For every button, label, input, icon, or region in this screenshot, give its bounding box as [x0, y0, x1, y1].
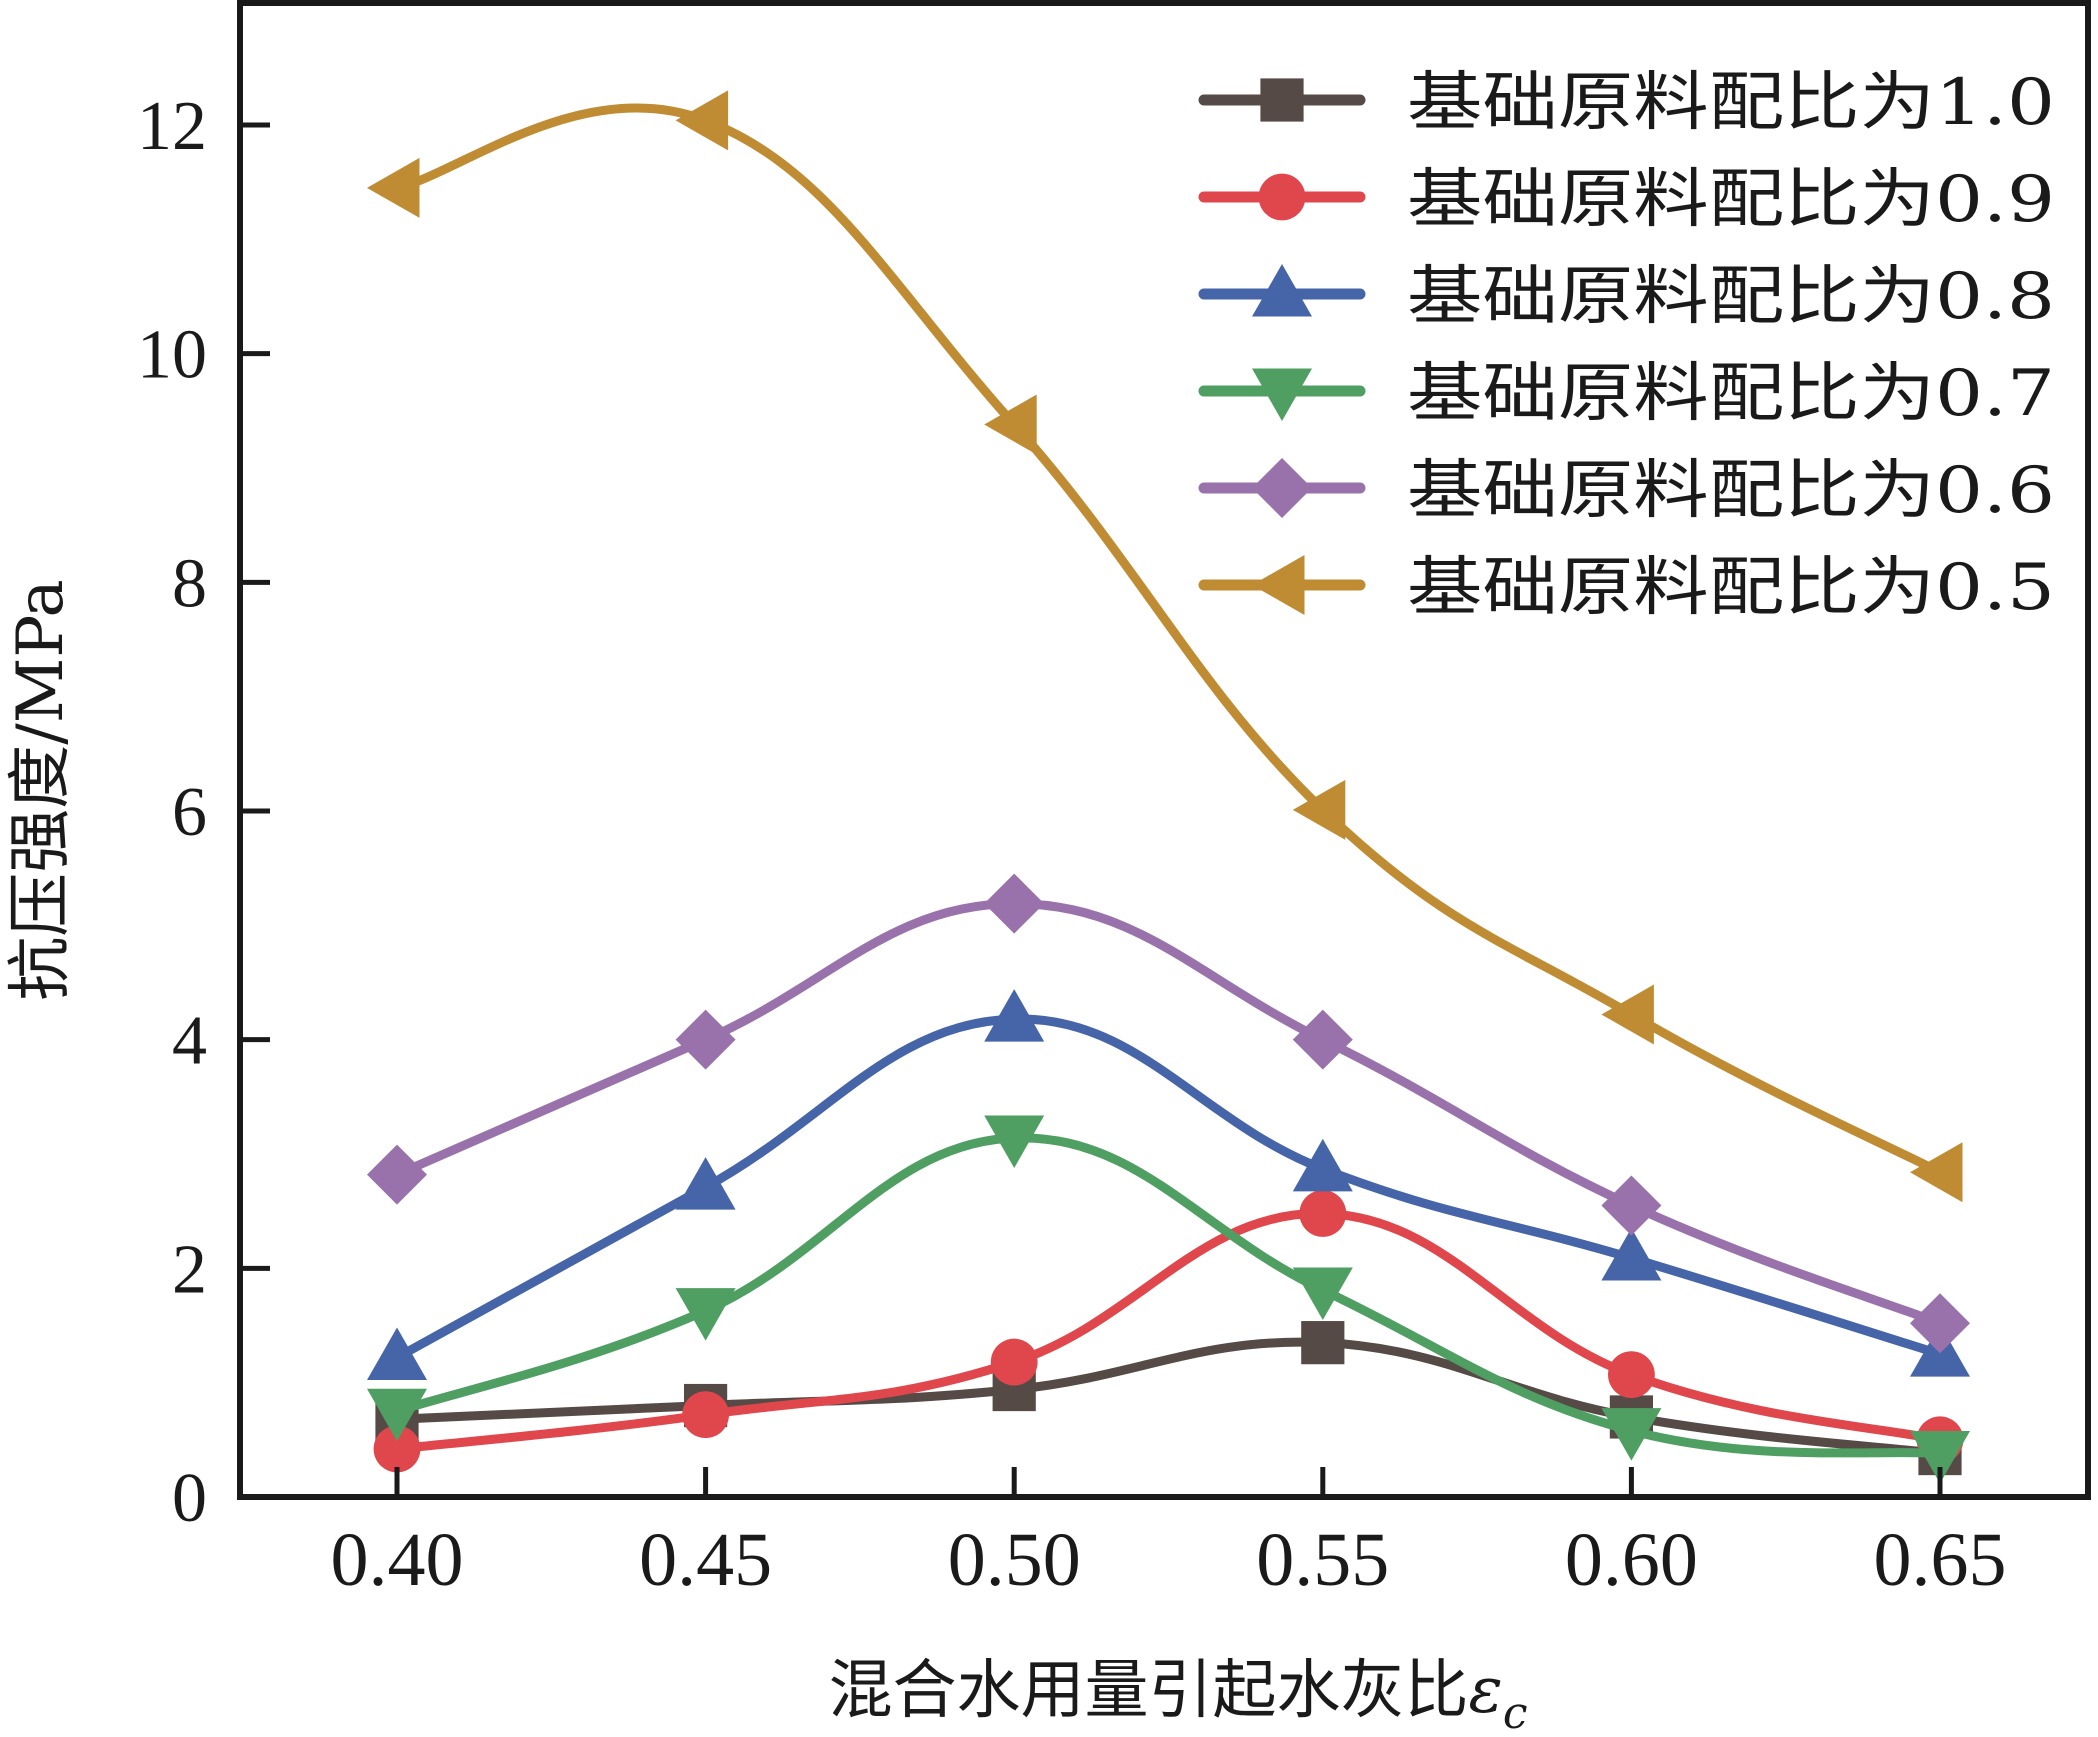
legend-marker [1252, 555, 1305, 615]
series-line [392, 103, 1945, 1177]
y-axis-title: 抗压强度/MPa [4, 579, 78, 1000]
data-point [990, 1338, 1038, 1386]
x-axis-title-text: 混合水用量引起水灰比 [829, 1654, 1469, 1728]
legend-item: 基础原料配比为0.7 [1198, 357, 2055, 431]
x-axis-title-subscript: c [1503, 1688, 1528, 1737]
x-axis-title: 混合水用量引起水灰比εc [829, 1654, 1528, 1737]
legend-label: 基础原料配比为1.0 [1407, 66, 2055, 140]
y-tick-label: 12 [137, 88, 207, 165]
legend-marker [1252, 458, 1312, 518]
legend-label: 基础原料配比为0.9 [1407, 163, 2055, 237]
x-tick-label: 0.40 [331, 1518, 464, 1602]
data-point [984, 1115, 1045, 1168]
data-point [1910, 1142, 1963, 1203]
data-point [1301, 1321, 1345, 1365]
data-point [675, 1288, 736, 1341]
data-point [367, 1388, 427, 1442]
data-point [682, 1391, 729, 1439]
x-tick-label: 0.50 [948, 1518, 1081, 1602]
y-axis: 0 2 4 6 8 10 12 [137, 88, 270, 1537]
data-point [1608, 1351, 1655, 1399]
x-tick-label: 0.55 [1256, 1518, 1389, 1602]
series-3 [367, 1115, 1970, 1484]
data-point [1601, 1408, 1662, 1461]
y-tick-label: 8 [172, 545, 207, 622]
data-point [1601, 1175, 1662, 1236]
data-point [1601, 984, 1654, 1045]
data-point [1292, 1138, 1353, 1192]
plot-frame [237, 0, 2091, 1500]
legend-label: 基础原料配比为0.7 [1407, 357, 2055, 431]
x-tick-label: 0.65 [1874, 1518, 2007, 1602]
data-point [1292, 1267, 1353, 1321]
series-line [392, 1208, 1945, 1454]
data-point [1601, 1228, 1662, 1281]
legend-marker [1258, 173, 1306, 221]
y-tick-label: 10 [137, 317, 207, 394]
data-point [367, 1327, 427, 1381]
data-point [675, 1009, 736, 1070]
series-layer [367, 90, 1970, 1484]
series-line [392, 1133, 1945, 1459]
legend-label: 基础原料配比为0.6 [1407, 454, 2055, 528]
data-point [1292, 779, 1346, 840]
legend-label: 基础原料配比为0.5 [1407, 551, 2055, 625]
data-point [367, 157, 420, 218]
legend-marker [1252, 264, 1312, 317]
data-point [373, 1425, 421, 1473]
legend: 基础原料配比为1.0 基础原料配比为0.9 基础原料配比为0.8 基础原料配比为0.7… [1198, 66, 2055, 625]
legend-marker [1260, 78, 1304, 122]
data-point [1910, 1431, 1970, 1484]
series-5 [367, 90, 1963, 1203]
data-point [1292, 1009, 1353, 1070]
y-tick-label: 0 [172, 1460, 207, 1537]
legend-label: 基础原料配比为0.8 [1407, 260, 2055, 334]
series-2 [367, 989, 1970, 1381]
legend-item: 基础原料配比为0.9 [1198, 163, 2055, 237]
series-line [392, 899, 1945, 1328]
data-point [1299, 1190, 1347, 1237]
series-line [392, 1337, 1945, 1459]
data-point [984, 873, 1045, 934]
x-tick-label: 0.45 [639, 1518, 772, 1602]
y-tick-label: 2 [172, 1231, 207, 1308]
y-tick-label: 6 [172, 774, 207, 851]
series-line [392, 1014, 1945, 1363]
data-point [675, 1157, 736, 1210]
x-axis: 0.40 0.45 0.50 0.55 0.60 0.65 [331, 1467, 2007, 1602]
data-point [367, 1144, 427, 1205]
data-point [1910, 1293, 1970, 1354]
series-1 [373, 1190, 1964, 1473]
y-tick-label: 4 [172, 1003, 207, 1080]
x-tick-label: 0.60 [1565, 1518, 1698, 1602]
legend-item: 基础原料配比为1.0 [1198, 66, 2055, 140]
series-4 [367, 873, 1970, 1354]
legend-item: 基础原料配比为0.6 [1198, 454, 2055, 528]
x-axis-title-symbol: ε [1469, 1654, 1503, 1728]
data-point [675, 90, 729, 151]
data-point [984, 989, 1045, 1042]
legend-marker [1252, 368, 1312, 421]
legend-item: 基础原料配比为0.8 [1198, 260, 2055, 334]
legend-item: 基础原料配比为0.5 [1198, 551, 2055, 625]
data-point [984, 394, 1037, 455]
